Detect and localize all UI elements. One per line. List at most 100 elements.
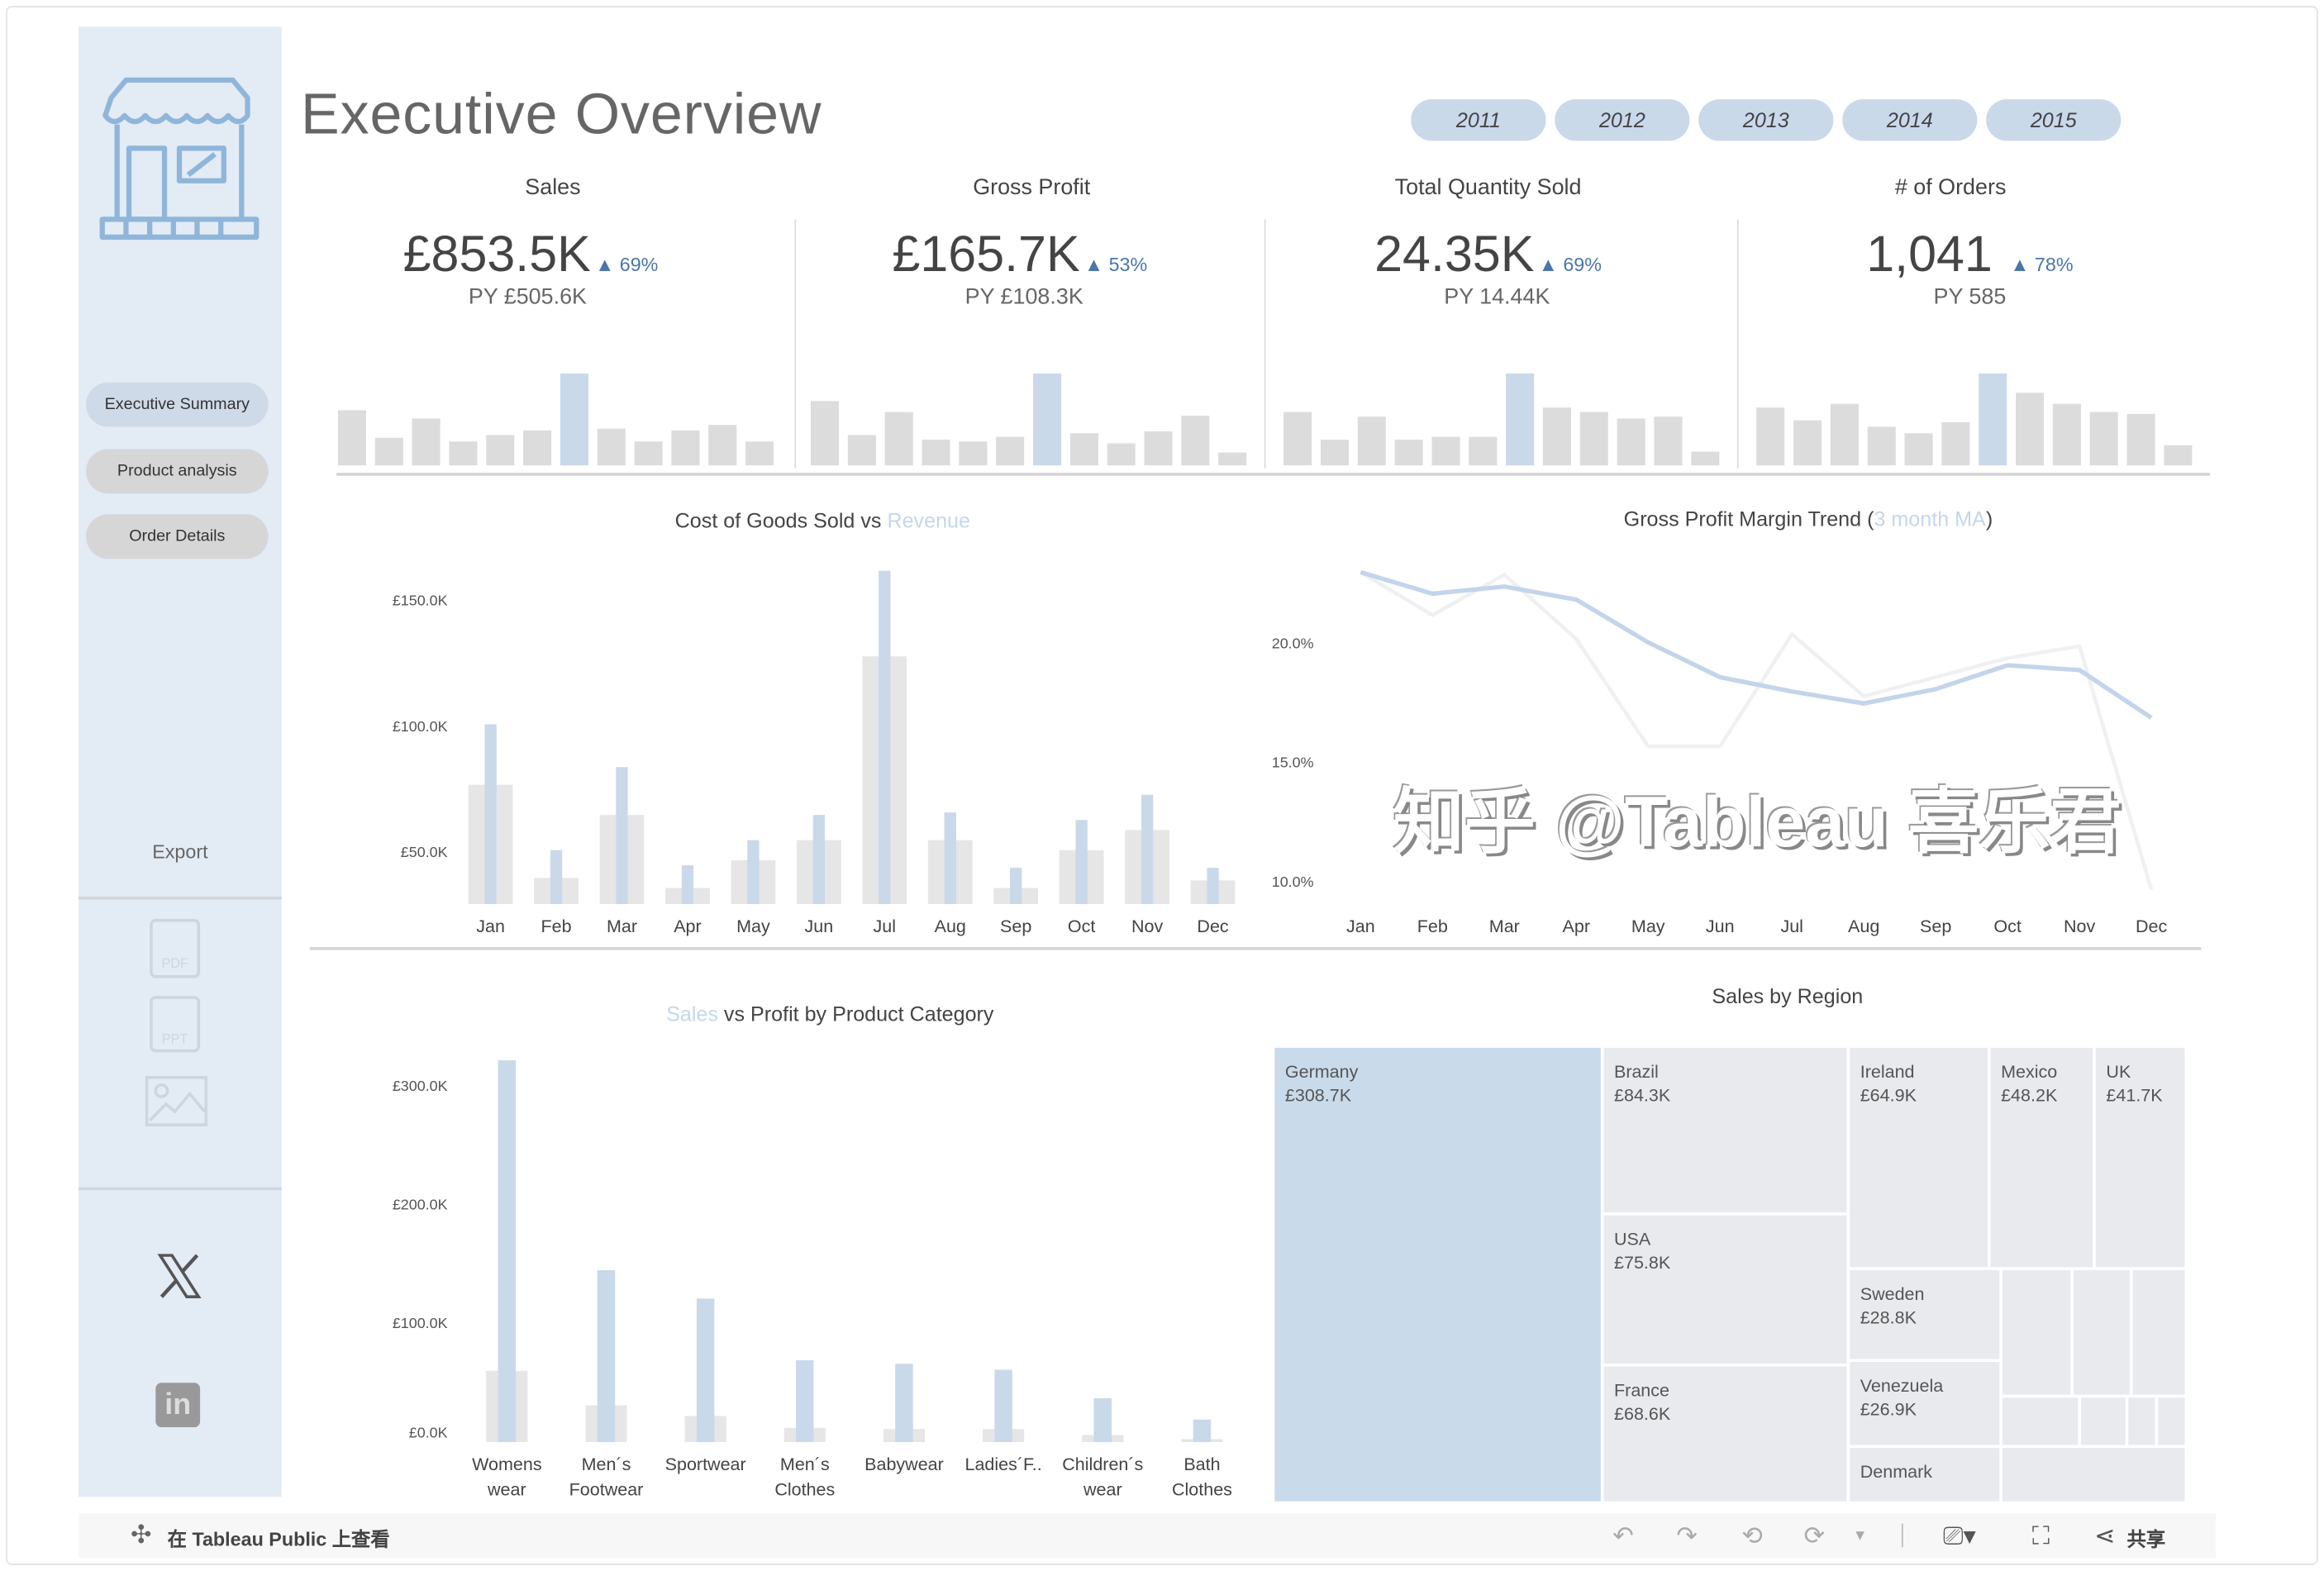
x-tick-label: Men´s	[582, 1454, 631, 1474]
kpi-value: £165.7K	[892, 226, 1080, 283]
undo-icon[interactable]: ↶	[1612, 1521, 1634, 1550]
region-germany[interactable]: Germany £308.7K	[1273, 1046, 1603, 1503]
year-2015-button[interactable]: 2015	[1986, 99, 2122, 141]
sparkline-bar	[486, 435, 515, 466]
sales-bar	[597, 1269, 616, 1442]
x-tick-label: Ladies´F..	[964, 1454, 1041, 1474]
sparkline-bar	[996, 436, 1025, 466]
x-tick-label: Sportwear	[665, 1454, 746, 1474]
region-uk[interactable]: UK £41.7K	[2094, 1046, 2187, 1269]
pdf-icon[interactable]: PDF	[150, 918, 201, 978]
image-icon[interactable]	[145, 1076, 208, 1126]
x-icon[interactable]	[157, 1254, 202, 1299]
sparkline-bar	[1691, 451, 1720, 466]
region-ireland[interactable]: Ireland £64.9K	[1848, 1046, 1989, 1269]
treemap-title: Sales by Region	[1712, 983, 1864, 1008]
x-tick-label: Nov	[1131, 916, 1164, 936]
sales-bar	[796, 1359, 814, 1442]
x-tick-label: Clothes	[1172, 1480, 1232, 1500]
sparkline-bar	[1032, 373, 1062, 466]
year-2011-button[interactable]: 2011	[1411, 99, 1546, 141]
x-tick-label: May	[1631, 916, 1665, 936]
title-highlight: 3 month MA	[1874, 507, 1986, 531]
sparkline-bar	[1320, 439, 1349, 466]
region-france[interactable]: France £68.6K	[1602, 1364, 1849, 1503]
region-brazil[interactable]: Brazil £84.3K	[1602, 1046, 1849, 1214]
sparkline-bar	[1617, 418, 1645, 466]
presentation-icon[interactable]: ⎚▾	[1943, 1521, 1976, 1550]
kpi-delta: ▲ 53%	[1084, 253, 1148, 276]
fullscreen-icon[interactable]: ⛶	[2031, 1521, 2050, 1550]
y-tick-label: £150.0K	[393, 593, 448, 609]
region-value: £48.2K	[2001, 1084, 2058, 1106]
year-2014-button[interactable]: 2014	[1842, 99, 1978, 141]
region-mexico[interactable]: Mexico £48.2K	[1988, 1046, 2095, 1269]
nav-executive-summary[interactable]: Executive Summary	[86, 382, 269, 427]
year-2012-button[interactable]: 2012	[1555, 99, 1690, 141]
sparkline-bar	[959, 441, 988, 466]
region-value: £84.3K	[1614, 1084, 1671, 1106]
year-2013-button[interactable]: 2013	[1698, 99, 1834, 141]
region-name: UK	[2106, 1061, 2131, 1083]
view-on-tableau-public-link[interactable]: 在 Tableau Public 上查看	[167, 1527, 390, 1550]
sidebar: Executive Summary Product analysis Order…	[79, 26, 282, 1497]
y-tick-label: £300.0K	[393, 1078, 448, 1094]
region-usa[interactable]: USA £75.8K	[1602, 1213, 1849, 1365]
x-tick-label: Sep	[1000, 916, 1031, 936]
gross-profit-margin-chart: 10.0% 15.0% 20.0% Jan Feb Mar Apr May Jun Jul Aug S…	[1272, 569, 2167, 936]
refresh-icon[interactable]: ⟳	[1803, 1521, 1826, 1550]
region-small[interactable]	[2079, 1396, 2127, 1447]
sparkline-bar	[2089, 412, 2118, 466]
region-small[interactable]	[2001, 1446, 2187, 1503]
region-small[interactable]	[2156, 1396, 2187, 1447]
revert-icon[interactable]: ⟲	[1741, 1521, 1763, 1550]
x-tick-label: Womens	[472, 1454, 542, 1474]
region-small[interactable]	[2001, 1269, 2073, 1397]
region-sweden[interactable]: Sweden £28.8K	[1848, 1269, 2002, 1361]
ppt-icon[interactable]: PPT	[150, 996, 201, 1053]
gpm-chart-title: Gross Profit Margin Trend (3 month MA)	[1482, 507, 2134, 531]
sparkline-bar	[922, 439, 950, 466]
x-tick-label: Jan	[1346, 916, 1375, 936]
revenue-bar	[879, 570, 891, 904]
redo-icon[interactable]: ↷	[1676, 1521, 1698, 1550]
region-value: £68.6K	[1614, 1403, 1671, 1425]
nav-product-analysis[interactable]: Product analysis	[86, 449, 269, 494]
region-small[interactable]	[2126, 1396, 2157, 1447]
kpi-delta: ▲ 69%	[1538, 253, 1602, 276]
share-icon[interactable]: ⋖	[2094, 1521, 2116, 1550]
sparkline-bar	[1069, 433, 1098, 466]
sparkline-bar	[374, 437, 403, 466]
x-tick-label: Babywear	[864, 1454, 944, 1474]
revenue-bar	[484, 724, 497, 904]
chevron-down-icon[interactable]: ▼	[1852, 1527, 1868, 1545]
region-denmark[interactable]: Denmark	[1848, 1446, 2002, 1503]
linkedin-icon[interactable]: in	[155, 1383, 201, 1428]
kpi-prior-year: PY 585	[1933, 284, 2007, 310]
sparkline-bar	[884, 412, 913, 466]
share-button[interactable]: 共享	[2126, 1527, 2166, 1550]
sparkline-bar	[1867, 426, 1896, 466]
sales-bar	[895, 1364, 913, 1442]
region-name: Ireland	[1860, 1061, 1915, 1083]
nav-order-details[interactable]: Order Details	[86, 514, 269, 559]
kpi-value: 24.35K	[1374, 226, 1535, 283]
sparkline-bar	[337, 410, 366, 466]
region-small[interactable]	[2131, 1269, 2187, 1397]
y-tick-label: 15.0%	[1272, 755, 1314, 771]
y-tick-label: £100.0K	[393, 1315, 448, 1331]
x-tick-label: Men´s	[780, 1454, 830, 1474]
region-small[interactable]	[2001, 1396, 2080, 1447]
divider	[794, 219, 797, 469]
x-tick-label: Feb	[1417, 916, 1448, 936]
region-name: Brazil	[1614, 1061, 1659, 1083]
divider	[1901, 1523, 1903, 1548]
kpi-prior-year: PY 14.44K	[1444, 284, 1550, 310]
region-value: £308.7K	[1284, 1084, 1352, 1106]
region-small[interactable]	[2072, 1269, 2131, 1397]
kpi-quantity: Total Quantity Sold 24.35K ▲ 69% PY 14.44…	[1266, 175, 1711, 310]
x-tick-label: Bath	[1183, 1454, 1220, 1474]
region-venezuela[interactable]: Venezuela £26.9K	[1848, 1360, 2002, 1447]
title-text: Cost of Goods Sold vs	[674, 508, 882, 532]
